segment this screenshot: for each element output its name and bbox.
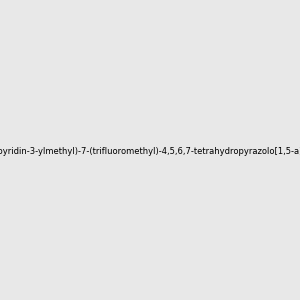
Text: 5-(3-methoxyphenyl)-N-(pyridin-3-ylmethyl)-7-(trifluoromethyl)-4,5,6,7-tetrahydr: 5-(3-methoxyphenyl)-N-(pyridin-3-ylmethy… (0, 147, 300, 156)
